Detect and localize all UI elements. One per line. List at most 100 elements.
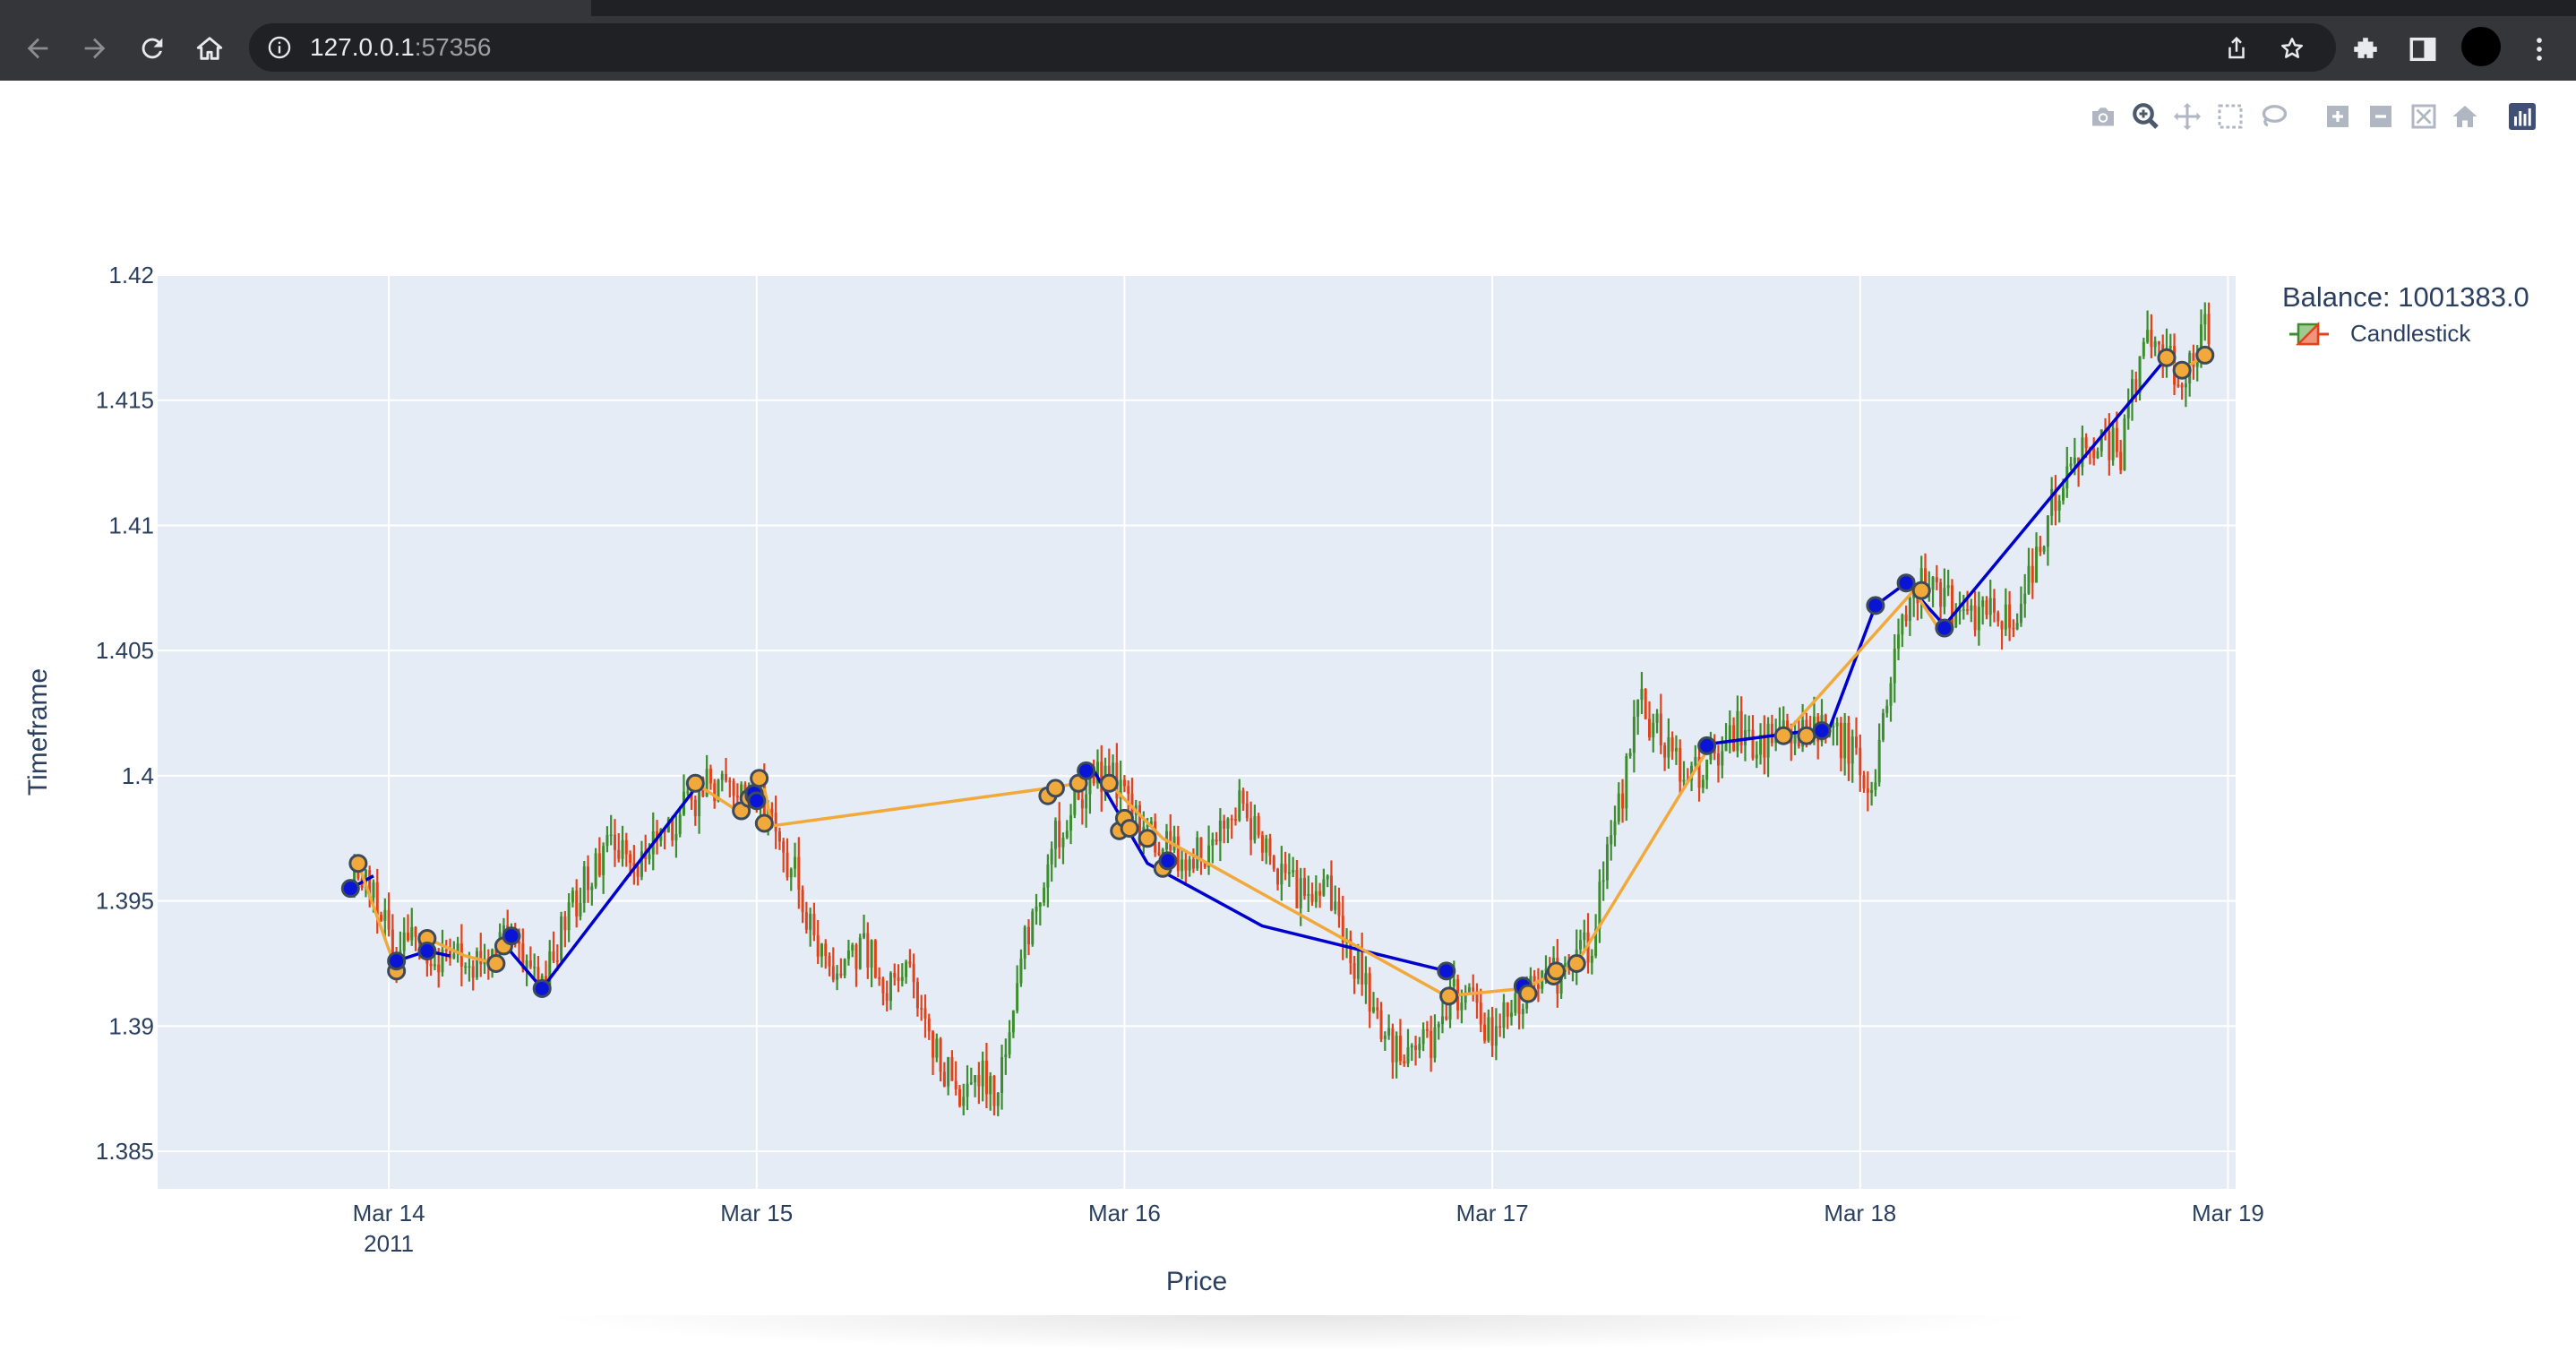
- candle-body[interactable]: [717, 779, 720, 802]
- candle-body[interactable]: [1223, 820, 1226, 830]
- candle-body[interactable]: [1026, 926, 1030, 945]
- candle-body[interactable]: [1284, 864, 1287, 873]
- candle-body[interactable]: [1628, 753, 1632, 756]
- candle-body[interactable]: [1379, 1010, 1383, 1039]
- candle-body[interactable]: [621, 839, 624, 859]
- candle-body[interactable]: [740, 784, 743, 797]
- candle-body[interactable]: [1207, 845, 1211, 867]
- candle-body[interactable]: [456, 943, 459, 954]
- candle-body[interactable]: [1341, 916, 1344, 942]
- candle-body[interactable]: [1958, 609, 1962, 612]
- candle-body[interactable]: [1000, 1057, 1004, 1093]
- candle-body[interactable]: [387, 909, 391, 930]
- candle-body[interactable]: [1747, 729, 1751, 732]
- candle-body[interactable]: [1314, 891, 1318, 902]
- candle-body[interactable]: [1265, 839, 1268, 853]
- candle-body[interactable]: [597, 853, 601, 875]
- candle-body[interactable]: [962, 1097, 966, 1106]
- candle-body[interactable]: [2184, 383, 2187, 388]
- candle-body[interactable]: [1181, 859, 1184, 872]
- candle-body[interactable]: [1514, 993, 1517, 1013]
- candle-body[interactable]: [1112, 762, 1115, 778]
- candle-body[interactable]: [1877, 739, 1881, 783]
- candle-body[interactable]: [984, 1060, 988, 1095]
- candle-body[interactable]: [640, 851, 643, 877]
- candle-body[interactable]: [1368, 973, 1371, 1012]
- candle-body[interactable]: [1364, 973, 1368, 985]
- long-trade-marker[interactable]: [1158, 851, 1178, 871]
- candle-body[interactable]: [353, 867, 356, 889]
- candle-body[interactable]: [1973, 605, 1977, 631]
- candle-body[interactable]: [2057, 500, 2061, 511]
- candle-body[interactable]: [1962, 609, 1965, 611]
- candle-body[interactable]: [406, 932, 409, 941]
- candle-body[interactable]: [1763, 735, 1766, 758]
- candle-body[interactable]: [1472, 987, 1475, 992]
- candle-body[interactable]: [725, 773, 728, 781]
- candle-body[interactable]: [1272, 856, 1275, 870]
- candle-body[interactable]: [1322, 879, 1326, 896]
- candle-body[interactable]: [1663, 744, 1667, 758]
- candle-body[interactable]: [1410, 1045, 1413, 1048]
- candle-body[interactable]: [1590, 955, 1593, 963]
- candle-body[interactable]: [2130, 379, 2134, 403]
- candle-body[interactable]: [1241, 790, 1245, 804]
- candle-body[interactable]: [2142, 341, 2145, 357]
- candle-body[interactable]: [1850, 736, 1854, 764]
- candle-body[interactable]: [1644, 689, 1647, 719]
- candle-body[interactable]: [1184, 859, 1188, 871]
- candle-body[interactable]: [1460, 1002, 1464, 1011]
- candle-body[interactable]: [567, 902, 571, 931]
- candle-body[interactable]: [1939, 582, 1943, 607]
- candle-body[interactable]: [851, 944, 854, 951]
- candle-body[interactable]: [1859, 747, 1862, 776]
- candle-body[interactable]: [1992, 598, 1996, 613]
- candle-body[interactable]: [674, 833, 678, 841]
- candle-body[interactable]: [1065, 830, 1069, 839]
- candle-body[interactable]: [2054, 488, 2057, 511]
- candle-body[interactable]: [2150, 330, 2153, 348]
- short-trade-line[interactable]: [356, 863, 399, 972]
- candle-body[interactable]: [1077, 790, 1080, 800]
- candle-body[interactable]: [579, 903, 582, 916]
- candle-body[interactable]: [402, 932, 406, 951]
- candle-body[interactable]: [932, 1031, 935, 1058]
- candle-body[interactable]: [957, 1089, 961, 1106]
- candle-body[interactable]: [356, 867, 360, 879]
- candle-body[interactable]: [2000, 621, 2004, 630]
- candle-body[interactable]: [1437, 1024, 1440, 1028]
- candle-body[interactable]: [2015, 623, 2019, 630]
- legend[interactable]: Balance: 1001383.0 Candlestick: [2282, 281, 2529, 347]
- candle-body[interactable]: [881, 978, 885, 994]
- long-trade-marker[interactable]: [1812, 721, 1832, 741]
- candle-body[interactable]: [1843, 722, 1847, 759]
- candle-body[interactable]: [518, 942, 521, 944]
- candle-body[interactable]: [2207, 314, 2211, 344]
- candle-body[interactable]: [624, 839, 628, 855]
- candle-body[interactable]: [1038, 902, 1042, 907]
- candle-body[interactable]: [789, 868, 793, 878]
- candle-body[interactable]: [1621, 793, 1625, 809]
- candle-body[interactable]: [1095, 762, 1099, 784]
- candle-body[interactable]: [1847, 722, 1850, 764]
- candle-body[interactable]: [947, 1057, 950, 1087]
- candle-body[interactable]: [1923, 568, 1927, 592]
- candle-body[interactable]: [1257, 815, 1260, 836]
- candle-body[interactable]: [590, 886, 594, 891]
- candle-body[interactable]: [452, 953, 456, 959]
- short-trade-marker[interactable]: [750, 769, 769, 788]
- candle-body[interactable]: [1943, 588, 1946, 607]
- candle-body[interactable]: [1069, 814, 1073, 831]
- candle-body[interactable]: [974, 1075, 977, 1083]
- zoom-icon[interactable]: [2130, 100, 2162, 133]
- candle-body[interactable]: [1425, 1028, 1429, 1031]
- candle-body[interactable]: [602, 846, 605, 875]
- candle-body[interactable]: [942, 1071, 946, 1087]
- candle-body[interactable]: [375, 882, 379, 915]
- candle-body[interactable]: [1988, 598, 1992, 615]
- candle-body[interactable]: [1721, 751, 1724, 766]
- back-button[interactable]: [21, 32, 54, 65]
- candle-body[interactable]: [410, 927, 414, 941]
- candle-body[interactable]: [2004, 604, 2007, 630]
- candle-body[interactable]: [479, 951, 483, 965]
